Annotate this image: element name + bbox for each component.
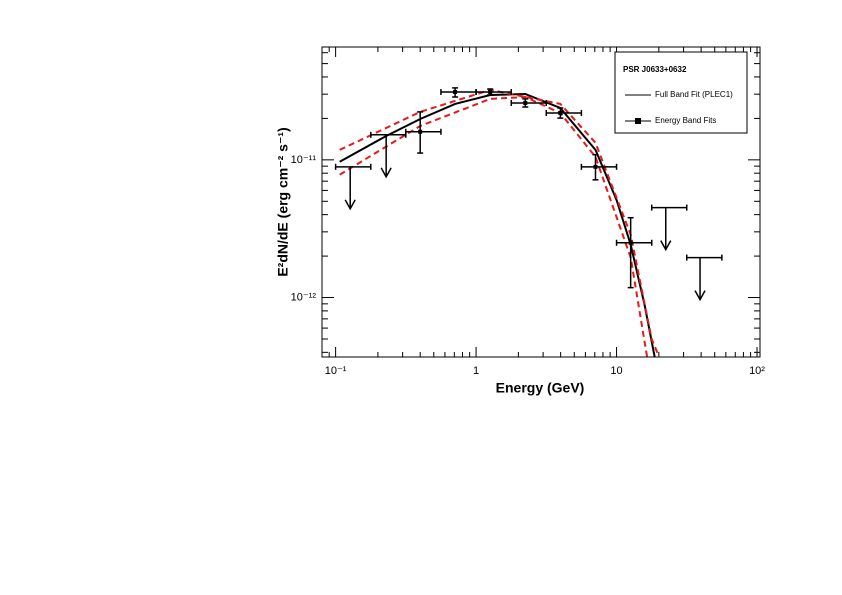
- x-tick-label: 10⁻¹: [325, 365, 347, 377]
- data-point: [593, 164, 598, 169]
- arrow-head: [380, 167, 392, 179]
- data-point: [558, 110, 563, 115]
- arrow-head: [694, 290, 706, 302]
- error-band: [339, 88, 661, 357]
- error-band: [339, 95, 649, 357]
- data-point: [523, 100, 528, 105]
- plot-area: [339, 88, 661, 357]
- arrow-head: [660, 240, 672, 252]
- legend-label: Energy Band Fits: [655, 116, 716, 125]
- data-point: [488, 89, 493, 94]
- x-axis-label: Energy (GeV): [496, 380, 585, 396]
- y-tick-label: 10⁻¹²: [291, 291, 317, 303]
- data-point: [628, 240, 633, 245]
- x-tick-label: 1: [473, 365, 479, 377]
- x-tick-label: 10: [610, 365, 622, 377]
- y-tick-label: 10⁻¹¹: [291, 154, 317, 166]
- y-axis-label: E²dN/dE (erg cm⁻² s⁻¹): [275, 127, 291, 276]
- plot-frame: [321, 46, 761, 358]
- legend-label: Full Band Fit (PLEC1): [655, 90, 733, 99]
- data-point: [418, 129, 423, 134]
- fit-curve: [339, 92, 656, 357]
- legend-title: PSR J0633+0632: [623, 65, 687, 74]
- data-point: [453, 89, 458, 94]
- x-tick-label: 10²: [749, 365, 765, 377]
- arrow-head: [344, 199, 356, 211]
- legend-marker: [635, 118, 641, 124]
